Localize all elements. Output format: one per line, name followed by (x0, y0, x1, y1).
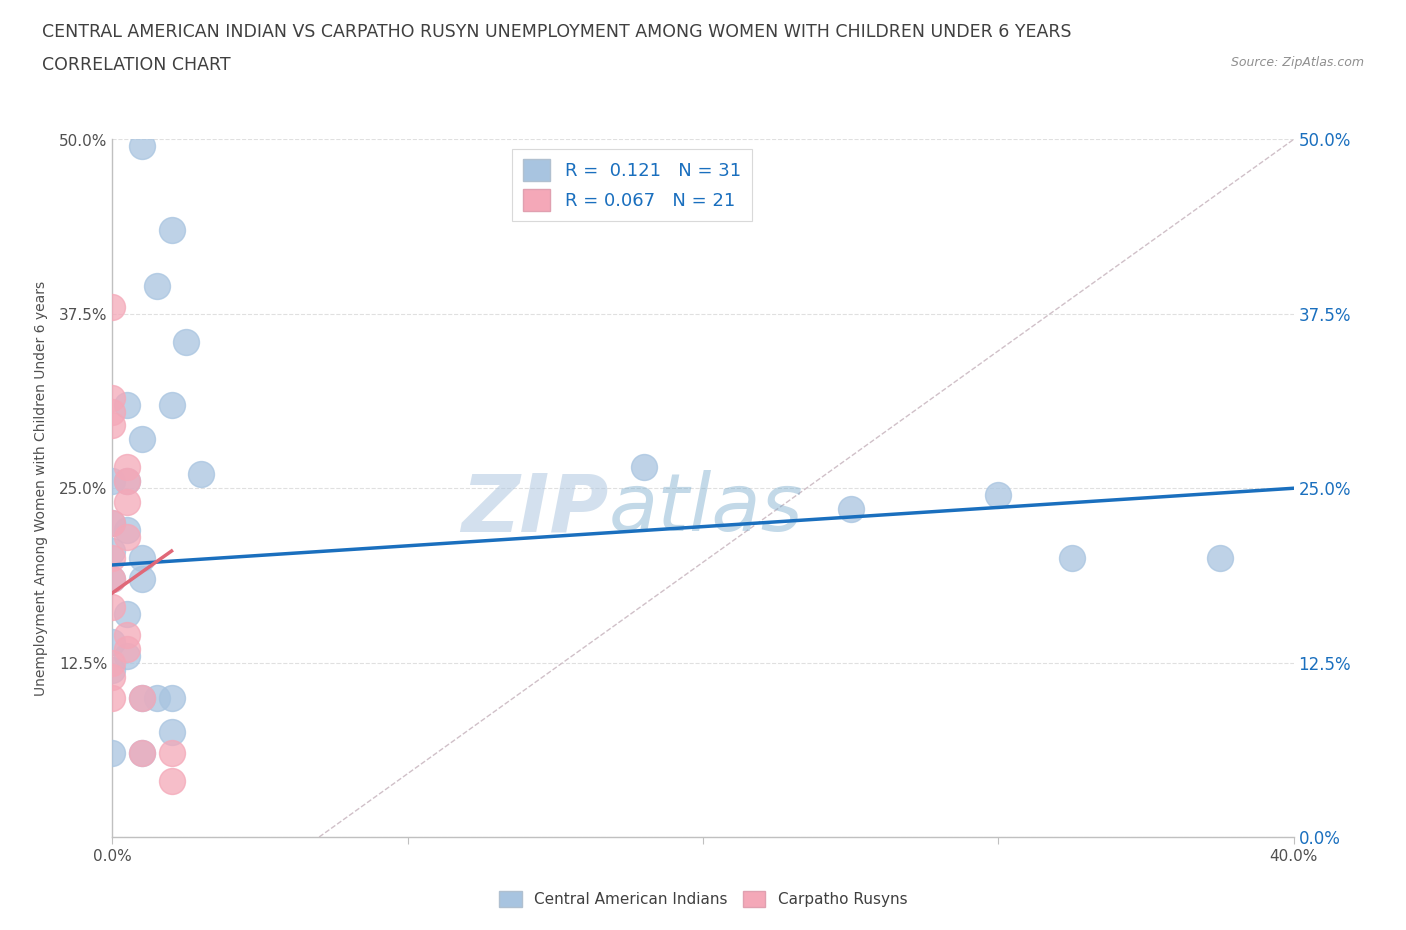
Point (101, 551, 124, 565)
Point (101, 418, 124, 433)
Point (117, 628, 138, 643)
Point (190, 467, 212, 482)
Point (160, 223, 183, 238)
Point (131, 746, 153, 761)
Point (117, 642, 138, 657)
Point (1062, 551, 1084, 565)
Point (101, 515, 124, 530)
Point (117, 606, 138, 621)
Point (117, 474, 138, 489)
Text: ZIP: ZIP (461, 471, 609, 548)
Point (160, 690, 183, 705)
Point (101, 656, 124, 671)
Point (1208, 551, 1232, 565)
Point (160, 725, 183, 740)
Point (839, 502, 862, 517)
Point (146, 690, 169, 705)
Point (633, 460, 655, 474)
Point (101, 670, 124, 684)
Text: Source: ZipAtlas.com: Source: ZipAtlas.com (1230, 56, 1364, 69)
Point (131, 746, 153, 761)
Point (101, 662, 124, 677)
Point (131, 690, 153, 705)
Point (101, 571, 124, 587)
Y-axis label: Unemployment Among Women with Children Under 6 years: Unemployment Among Women with Children U… (34, 281, 48, 696)
Point (117, 397, 138, 412)
Point (101, 474, 124, 489)
Text: atlas: atlas (609, 471, 803, 548)
Text: CENTRAL AMERICAN INDIAN VS CARPATHO RUSYN UNEMPLOYMENT AMONG WOMEN WITH CHILDREN: CENTRAL AMERICAN INDIAN VS CARPATHO RUSY… (42, 23, 1071, 41)
Point (174, 334, 197, 349)
Legend: Central American Indians, Carpatho Rusyns: Central American Indians, Carpatho Rusyn… (492, 884, 914, 913)
Point (101, 404, 124, 418)
Point (101, 600, 124, 615)
Point (131, 690, 153, 705)
Point (131, 551, 153, 565)
Point (987, 488, 1010, 503)
Point (117, 523, 138, 538)
Text: CORRELATION CHART: CORRELATION CHART (42, 56, 231, 73)
Point (117, 495, 138, 510)
Point (160, 397, 183, 412)
Point (101, 299, 124, 314)
Point (101, 571, 124, 587)
Point (131, 432, 153, 447)
Point (160, 774, 183, 789)
Point (131, 571, 153, 587)
Point (101, 690, 124, 705)
Point (101, 543, 124, 558)
Point (160, 746, 183, 761)
Point (101, 746, 124, 761)
Point (117, 530, 138, 545)
Point (146, 279, 169, 294)
Point (131, 140, 153, 154)
Point (117, 474, 138, 489)
Point (101, 634, 124, 649)
Point (117, 648, 138, 663)
Point (101, 391, 124, 405)
Point (117, 460, 138, 474)
Point (101, 515, 124, 530)
